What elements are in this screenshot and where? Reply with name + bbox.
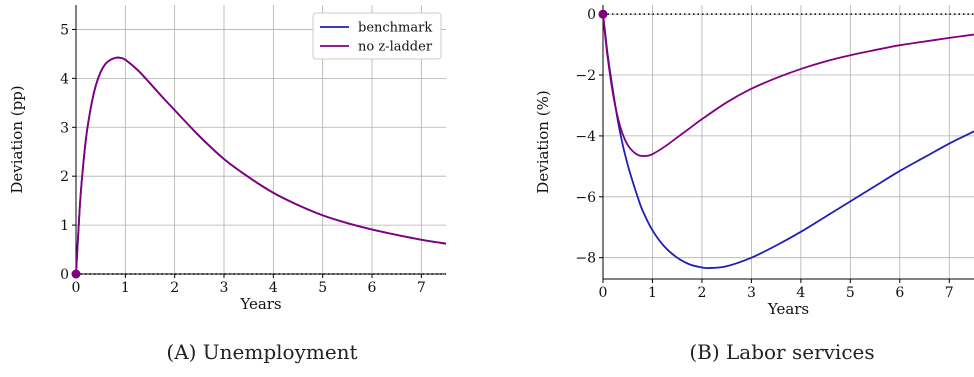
y-tick-label: −8 [575, 251, 596, 267]
x-tick-label: 6 [368, 280, 377, 296]
y-tick-label: 0 [587, 7, 596, 23]
x-tick-label: 0 [599, 285, 608, 301]
x-tick-label: 4 [269, 280, 278, 296]
x-tick-label: 4 [796, 285, 805, 301]
start-point-marker [598, 9, 608, 19]
legend-box [312, 12, 442, 60]
y-tick-label: 3 [60, 120, 69, 136]
panel-labor-services: 0 1 2 3 4 5 6 7 0 −2 −4 −6 −8 Years Deviation (%) (B) L… [534, 5, 974, 364]
y-tick-label: −4 [575, 129, 596, 145]
series-line-no-z-ladder [603, 14, 974, 157]
x-axis-label: Years [767, 300, 809, 318]
series-line-benchmark [603, 14, 974, 270]
panel-unemployment: 0 1 2 3 4 5 6 7 0 1 2 3 4 5 Years Deviation (pp) benchma… [8, 5, 446, 364]
panel-caption: (A) Unemployment [166, 340, 357, 364]
x-tick-label: 1 [121, 280, 130, 296]
x-tick-label: 5 [318, 280, 327, 296]
y-tick-label: 1 [60, 218, 69, 234]
y-tick-label: 0 [60, 267, 69, 283]
x-tick-label: 2 [170, 280, 179, 296]
x-tick-label: 1 [648, 285, 657, 301]
x-tick-label: 0 [72, 280, 81, 296]
panel-caption: (B) Labor services [689, 340, 874, 364]
series-line-benchmark [76, 56, 446, 275]
y-axis-label: Deviation (%) [534, 90, 552, 193]
legend-label: benchmark [358, 21, 432, 36]
x-tick-label: 7 [945, 285, 954, 301]
x-tick-label: 6 [895, 285, 904, 301]
y-tick-label: −6 [575, 190, 596, 206]
series-line-no-z-ladder [76, 56, 446, 275]
y-tick-label: 4 [60, 71, 69, 87]
y-tick-label: −2 [575, 68, 596, 84]
start-point-marker [71, 269, 81, 279]
x-tick-label: 5 [846, 285, 855, 301]
y-axis-label: Deviation (pp) [8, 85, 26, 193]
y-tick-label: 2 [60, 169, 69, 185]
x-axis-label: Years [239, 295, 281, 313]
x-tick-label: 2 [697, 285, 706, 301]
y-tick-label: 5 [60, 22, 69, 38]
legend-label: no z-ladder [358, 40, 433, 55]
x-tick-label: 3 [747, 285, 756, 301]
x-tick-label: 7 [417, 280, 426, 296]
x-tick-label: 3 [220, 280, 229, 296]
